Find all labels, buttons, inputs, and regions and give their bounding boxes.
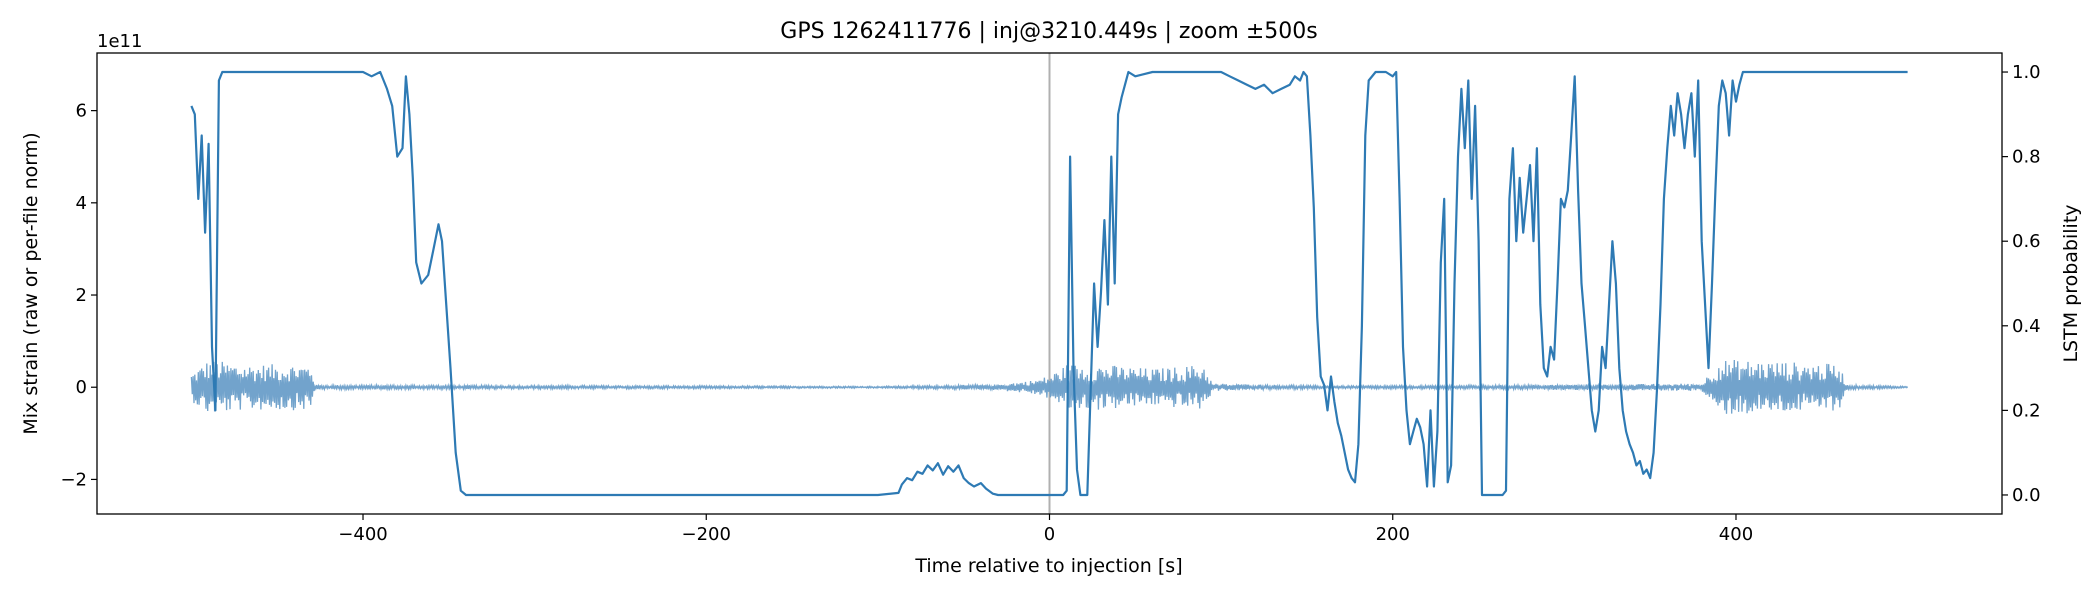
y2-tick-label: 1.0 [2012,62,2041,83]
x-tick-label: 0 [1044,524,1055,545]
lstm-probability-line [190,70,1908,497]
y2-tick-label: 0.0 [2012,485,2041,506]
y-tick-label: 6 [76,101,87,122]
y-tick-label: 0 [76,377,87,398]
y-axis-offset-label: 1e11 [97,31,142,52]
x-axis-ticks: −400 −200 0 200 400 [338,514,1753,545]
x-tick-label: 200 [1376,524,1410,545]
y2-tick-label: 0.2 [2012,400,2041,421]
y-axis-ticks: −2 0 2 4 6 [60,101,97,490]
y2-tick-label: 0.4 [2012,316,2041,337]
y2-axis-label: LSTM probability [2060,204,2082,362]
y2-tick-label: 0.8 [2012,147,2041,168]
y2-axis-ticks: 0.0 0.2 0.4 0.6 0.8 1.0 [2002,62,2041,506]
x-axis-label: Time relative to injection [s] [914,555,1182,577]
x-tick-label: 400 [1719,524,1753,545]
y-tick-label: 2 [76,285,87,306]
x-tick-label: −400 [338,524,387,545]
y-tick-label: −2 [60,469,87,490]
y2-tick-label: 0.6 [2012,231,2041,252]
chart-title: GPS 1262411776 | inj@3210.449s | zoom ±5… [780,19,1317,44]
y-tick-label: 4 [76,193,87,214]
x-tick-label: −200 [682,524,731,545]
plot-area [190,53,1909,514]
y-axis-label: Mix strain (raw or per-file norm) [20,132,42,434]
